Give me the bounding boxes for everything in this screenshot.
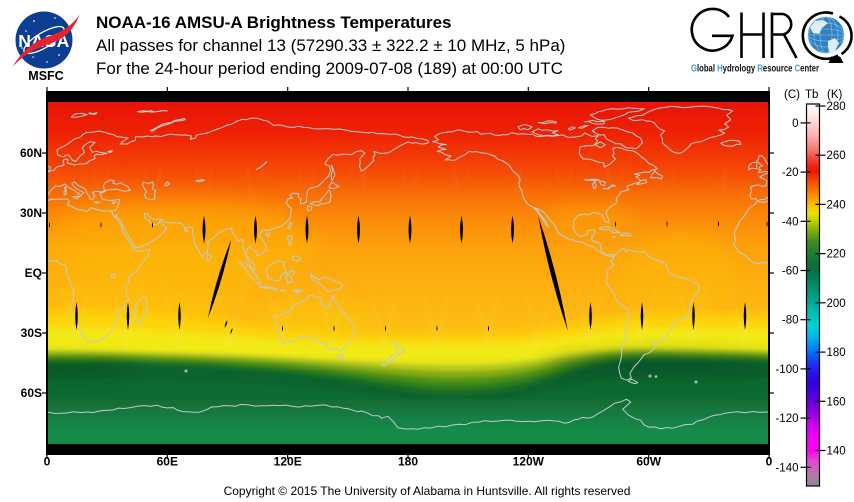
- svg-text:120E: 120E: [274, 455, 302, 469]
- svg-text:-140: -140: [775, 462, 798, 474]
- svg-text:280: 280: [827, 101, 846, 113]
- svg-text:220: 220: [827, 249, 846, 261]
- svg-text:-40: -40: [782, 216, 799, 228]
- svg-text:240: 240: [827, 199, 846, 211]
- svg-text:(K): (K): [827, 89, 843, 101]
- svg-text:All passes for channel 13 (572: All passes for channel 13 (57290.33 ± 32…: [96, 36, 565, 55]
- svg-text:30N: 30N: [20, 206, 42, 220]
- svg-text:200: 200: [827, 298, 846, 310]
- svg-text:-80: -80: [782, 315, 799, 327]
- svg-text:MSFC: MSFC: [28, 69, 63, 83]
- svg-text:NOAA-16 AMSU-A Brightness Temp: NOAA-16 AMSU-A Brightness Temperatures: [96, 13, 452, 32]
- svg-text:60W: 60W: [636, 455, 661, 469]
- svg-text:-60: -60: [782, 266, 799, 278]
- svg-text:60E: 60E: [157, 455, 178, 469]
- svg-text:EQ: EQ: [25, 266, 42, 280]
- svg-text:260: 260: [827, 150, 846, 162]
- svg-text:0: 0: [44, 455, 51, 469]
- svg-text:0: 0: [792, 118, 798, 130]
- svg-text:-100: -100: [775, 364, 798, 376]
- svg-text:Tb: Tb: [805, 89, 818, 101]
- svg-text:(C): (C): [784, 89, 800, 101]
- svg-text:Copyright © 2015 The Universit: Copyright © 2015 The University of Alaba…: [224, 484, 631, 498]
- svg-text:-120: -120: [775, 413, 798, 425]
- svg-text:160: 160: [827, 396, 846, 408]
- svg-text:For the 24-hour period ending: For the 24-hour period ending 2009-07-08…: [96, 59, 563, 78]
- svg-text:180: 180: [827, 347, 846, 359]
- svg-text:120W: 120W: [513, 455, 545, 469]
- svg-text:140: 140: [827, 446, 846, 458]
- svg-text:30S: 30S: [21, 326, 42, 340]
- svg-text:Global Hydrology Resource Cent: Global Hydrology Resource Center: [691, 64, 819, 75]
- svg-text:180: 180: [398, 455, 418, 469]
- svg-text:60N: 60N: [20, 146, 42, 160]
- svg-text:60S: 60S: [21, 386, 42, 400]
- svg-text:0: 0: [766, 455, 773, 469]
- svg-text:-20: -20: [782, 167, 799, 179]
